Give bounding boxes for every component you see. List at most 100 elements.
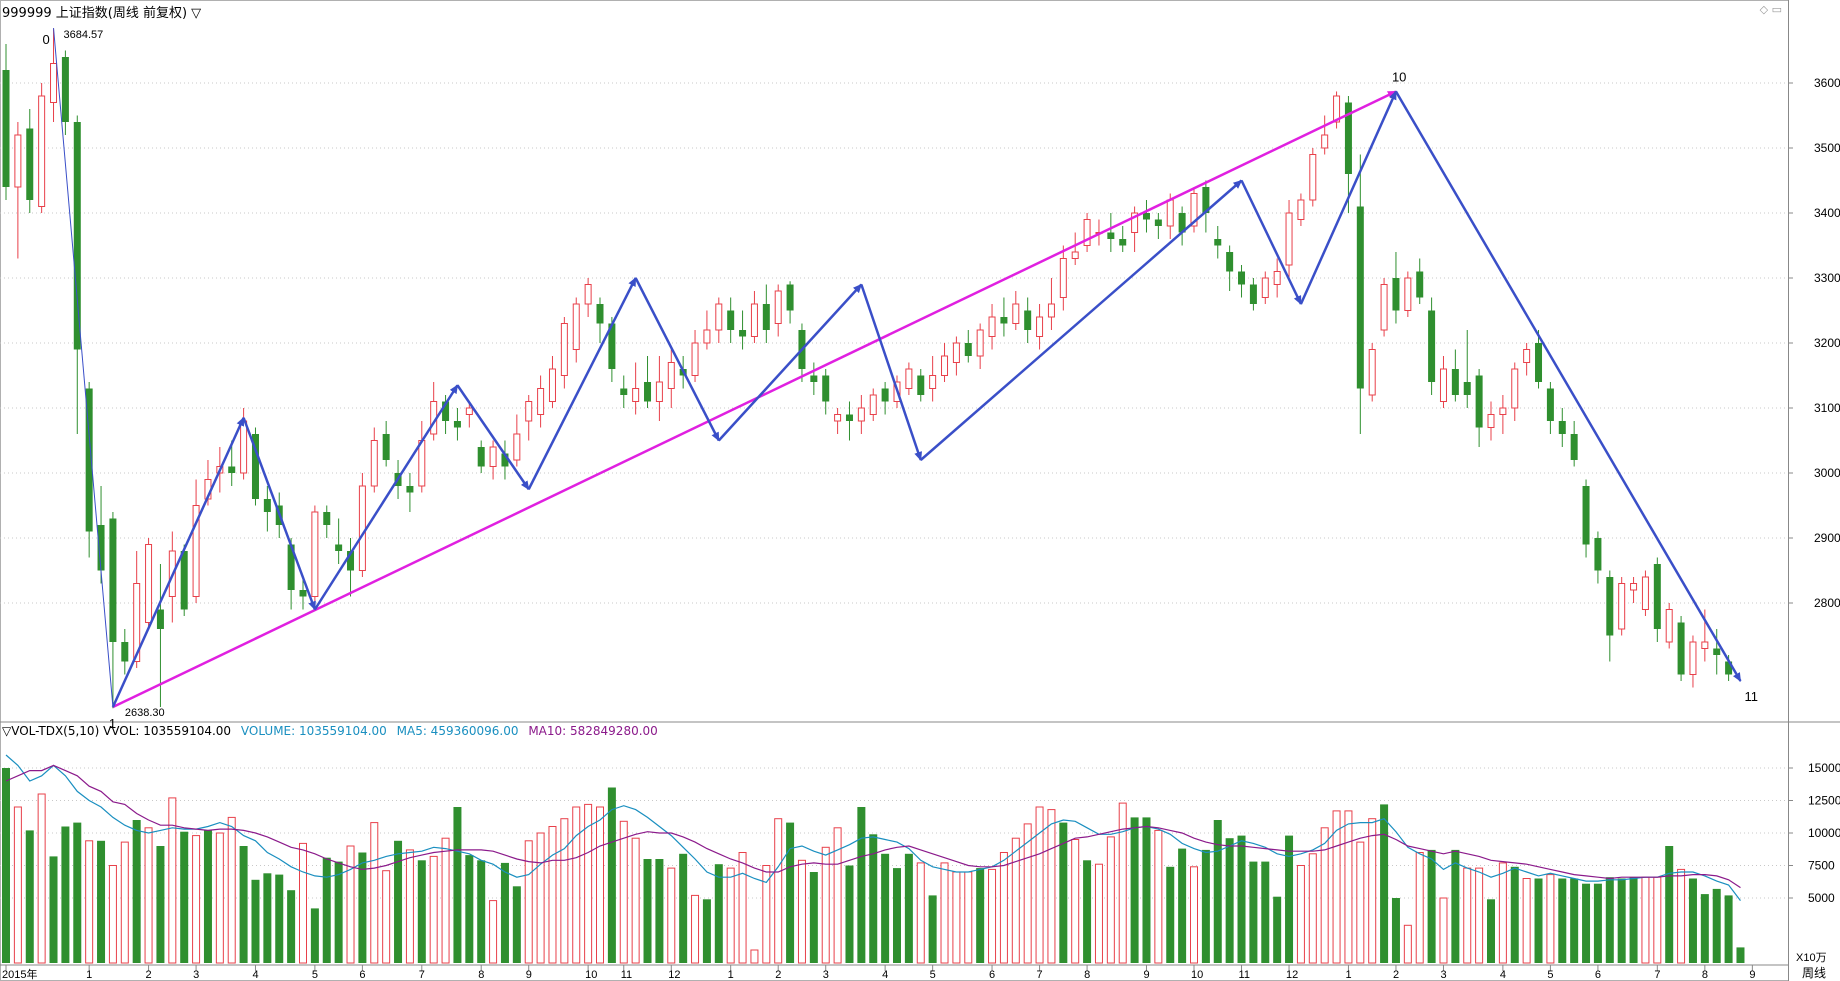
candle-body: [1202, 187, 1210, 213]
candle-body: [905, 368, 913, 389]
candle-body: [1190, 193, 1198, 227]
candle-body: [655, 381, 663, 402]
volume-bar: [1582, 883, 1591, 963]
volume-bar: [1439, 897, 1448, 964]
volume-value: VOLUME: 103559104.00: [240, 724, 387, 738]
annotation-label: 0: [43, 32, 50, 47]
volume-bar: [263, 873, 272, 963]
volume-bar: [1605, 877, 1614, 963]
candle-body: [1047, 303, 1055, 318]
candle-body: [644, 382, 652, 402]
wave-arrow: [313, 384, 459, 611]
volume-ma5: MA5: 459360096.00: [396, 724, 519, 738]
volume-bar: [1023, 823, 1032, 964]
x-tick-label: 12: [1286, 969, 1298, 981]
x-tick-label: 7: [1037, 969, 1043, 981]
candle-body: [347, 551, 355, 571]
x-tick-label: 6: [359, 969, 365, 981]
volume-bar: [120, 841, 129, 964]
volume-bar: [417, 860, 426, 963]
page-title[interactable]: 999999 上证指数(周线 前复权) ▽: [2, 6, 202, 21]
candle-body: [560, 323, 568, 376]
x-tick-label: 5: [1547, 969, 1553, 981]
volume-bar: [1320, 827, 1329, 964]
volume-bar: [881, 853, 890, 963]
candle-body: [1439, 368, 1447, 402]
candle-body: [810, 375, 818, 382]
volume-bar: [988, 868, 997, 964]
volume-bar: [1201, 849, 1210, 963]
volume-bar: [916, 862, 925, 964]
candle-body: [1356, 206, 1364, 389]
candle-body: [121, 642, 129, 662]
volume-bar: [1712, 888, 1721, 963]
candle-body: [1689, 641, 1697, 675]
volume-bar: [108, 865, 117, 964]
candle-body: [263, 499, 271, 512]
volume-bar: [893, 868, 901, 963]
volume-bar: [49, 856, 58, 963]
volume-bar: [334, 861, 343, 963]
x-tick-label: 3: [193, 969, 199, 981]
x-tick-label: 1: [86, 969, 92, 981]
volume-bar: [251, 879, 260, 963]
candle-body: [964, 343, 972, 356]
candle-body: [632, 388, 640, 402]
candle-body: [691, 342, 699, 376]
volume-bar: [774, 818, 783, 964]
volume-indicator-name[interactable]: ▽VOL-TDX(5,10) VVOL: 103559104.00: [2, 724, 232, 738]
window-controls-icon[interactable]: ◇ ▭: [1759, 3, 1782, 16]
volume-bar: [61, 826, 70, 963]
volume-bar: [845, 865, 854, 963]
volume-bar: [940, 862, 949, 964]
candle-body: [727, 310, 735, 330]
candle-body: [287, 544, 295, 590]
volume-bar: [1368, 818, 1377, 964]
candle-body: [1119, 239, 1127, 246]
wave-arrow: [1394, 90, 1742, 682]
volume-bar: [1688, 878, 1697, 963]
x-tick-label: 1: [728, 969, 734, 981]
volume-bar: [572, 806, 581, 964]
volume-bar: [1249, 861, 1258, 963]
candle-body: [1000, 317, 1008, 324]
candle-body: [976, 329, 984, 357]
volume-bar: [596, 806, 604, 964]
candle-body: [85, 388, 93, 532]
volume-bar: [97, 840, 106, 963]
x-tick-label: 1: [1345, 969, 1351, 981]
candle-body: [1309, 154, 1317, 201]
candle-body: [50, 63, 58, 103]
candle-body: [608, 323, 616, 369]
candle-body: [323, 512, 331, 525]
candle-body: [739, 330, 747, 337]
candle-body: [715, 303, 723, 331]
candle-body: [477, 447, 485, 467]
candle-body: [834, 414, 842, 422]
volume-bar: [1593, 883, 1602, 963]
candle-body: [869, 394, 877, 415]
volume-bar: [857, 807, 866, 963]
candle-body: [97, 525, 105, 571]
candle-body: [1333, 95, 1341, 123]
x-tick-label: 11: [621, 969, 632, 981]
volume-bar: [786, 822, 795, 963]
candle-body: [845, 414, 853, 421]
x-tick-label: 6: [989, 969, 995, 981]
candle-body: [1178, 213, 1186, 233]
x-tick-label: 4: [1500, 969, 1506, 981]
x-tick-label: 5: [930, 969, 936, 981]
candle-body: [1558, 421, 1566, 434]
volume-bar: [952, 871, 961, 964]
ma5-line: [5, 754, 1741, 901]
volume-unit-label: X10万: [1796, 952, 1827, 964]
price-tick-label: 3100: [1814, 401, 1840, 415]
volume-tick-label: 10000: [1808, 826, 1840, 840]
volume-bar: [1498, 862, 1507, 964]
volume-bar: [999, 852, 1008, 964]
candle-body: [335, 544, 343, 551]
candle-body: [442, 401, 450, 421]
annotation-label: 3684.57: [64, 29, 104, 41]
volume-bar: [1106, 836, 1115, 964]
volume-bar: [1522, 878, 1531, 964]
